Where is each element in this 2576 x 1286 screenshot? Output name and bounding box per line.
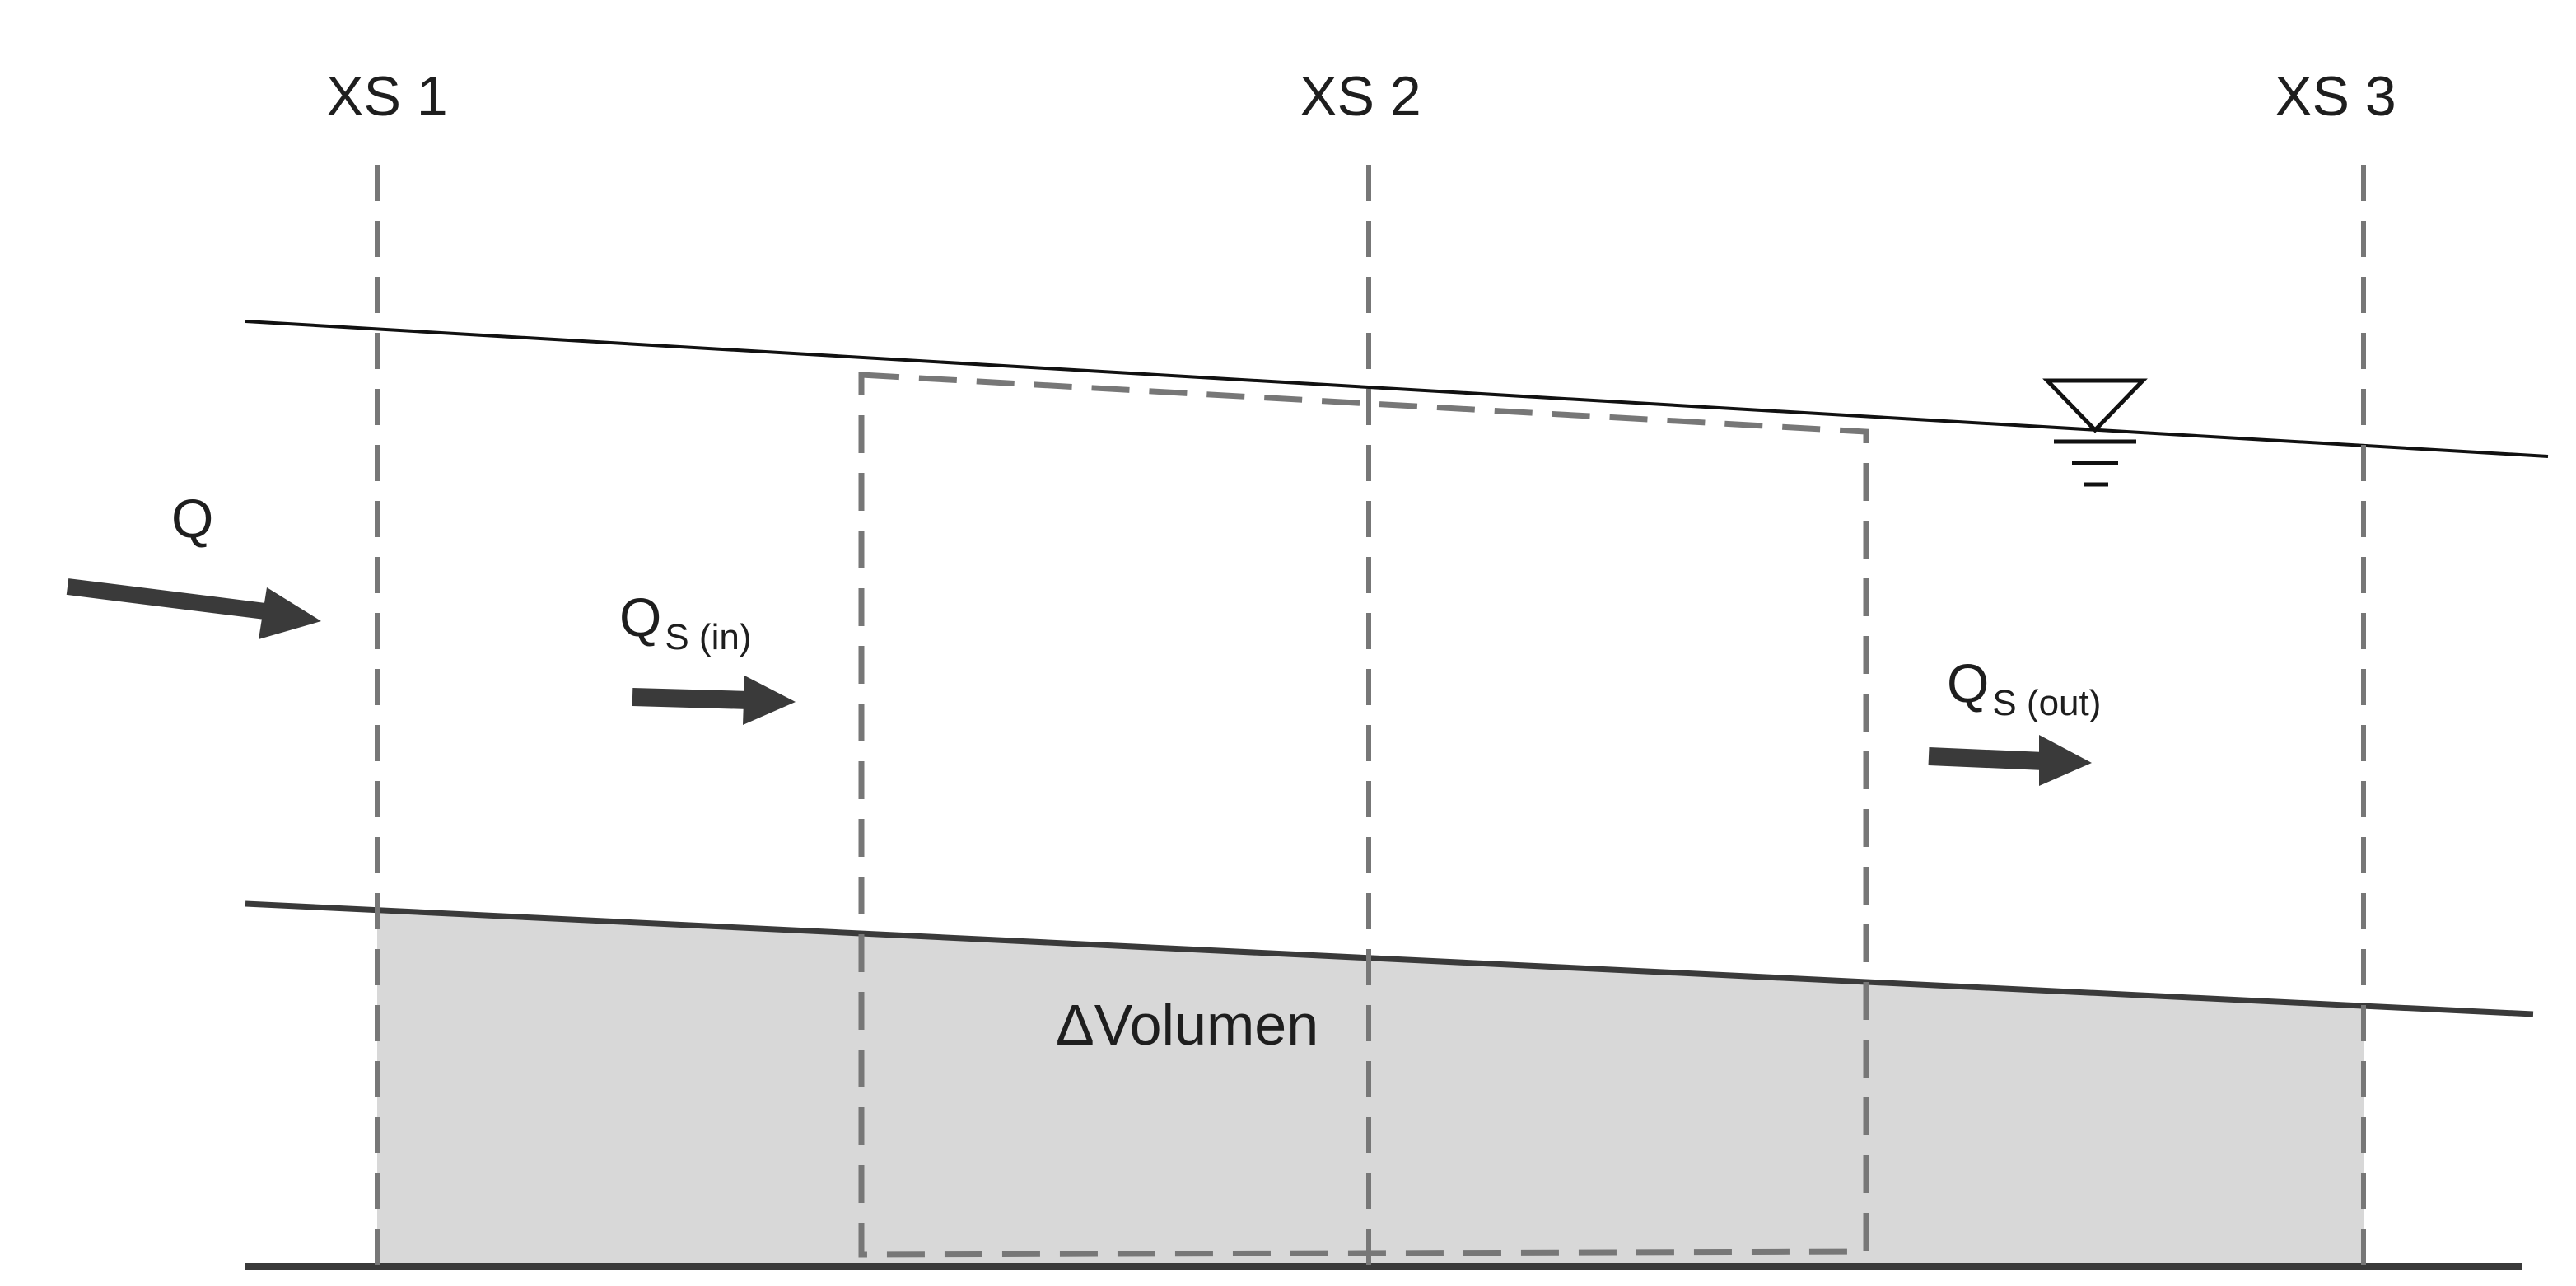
bed-surface-line [245, 900, 2534, 1017]
water-level-symbol-icon [2042, 378, 2148, 487]
cross-section-label-xs2: XS 2 [1300, 65, 1421, 128]
sediment-outflow-label: QS (out) [1947, 652, 2101, 723]
water-surface-line [245, 320, 2549, 458]
volume-change-label: ΔVolumen [1056, 993, 1318, 1057]
cross-section-label-xs3: XS 3 [2275, 65, 2396, 128]
sediment-outflow-arrow-icon [1928, 735, 2092, 786]
sediment-inflow-arrow-icon [632, 676, 796, 725]
sediment-outflow-symbol: Q [1947, 652, 1989, 713]
sediment-outflow-subscript: S (out) [1992, 683, 2101, 723]
control-volume-box [858, 372, 1869, 1258]
sediment-inflow-symbol: Q [619, 587, 661, 648]
sediment-inflow-subscript: S (in) [665, 617, 751, 657]
cross-section-label-xs1: XS 1 [326, 65, 447, 128]
water-flow-arrow-icon [66, 578, 321, 639]
sediment-inflow-label: QS (in) [619, 587, 751, 657]
water-discharge-label: Q [171, 488, 213, 549]
